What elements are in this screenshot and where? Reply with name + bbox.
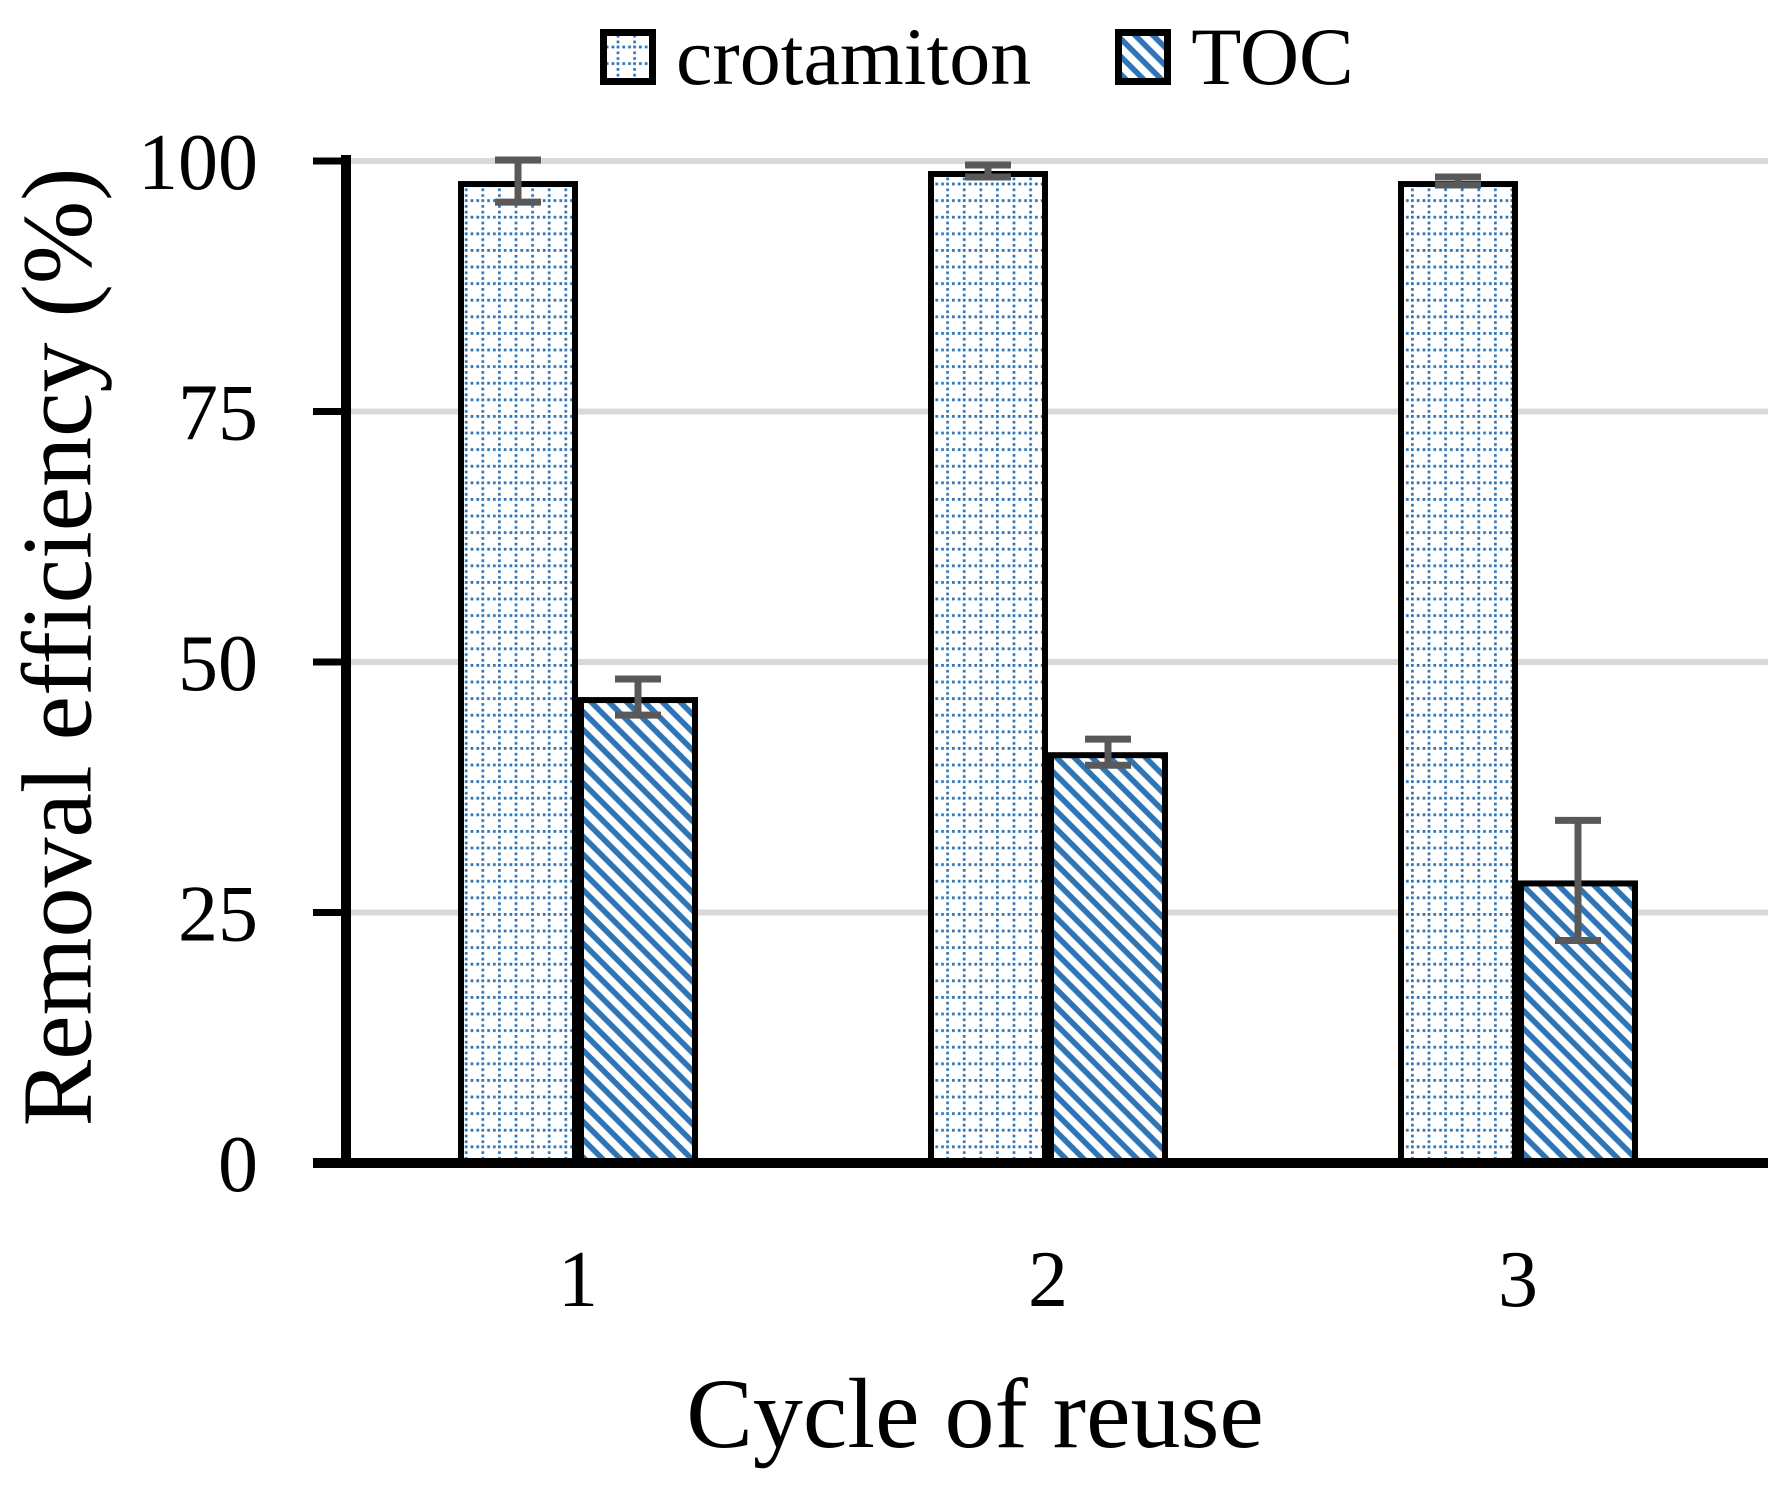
bar-crotamiton-cycle-1 bbox=[458, 181, 578, 1167]
y-tick-label-75: 75 bbox=[178, 370, 258, 458]
gridline-50 bbox=[351, 659, 1768, 665]
bar-TOC-cycle-1 bbox=[578, 697, 698, 1166]
y-tick-label-100: 100 bbox=[138, 119, 258, 207]
y-tick-label-50: 50 bbox=[178, 620, 258, 708]
x-axis-line bbox=[313, 1158, 1768, 1168]
x-tick-label-1: 1 bbox=[558, 1236, 598, 1324]
legend: crotamiton TOC bbox=[600, 16, 1354, 98]
bar-crotamiton-cycle-2 bbox=[928, 171, 1048, 1166]
x-tick-label-2: 2 bbox=[1028, 1236, 1068, 1324]
y-tick-25 bbox=[313, 909, 351, 916]
y-tick-100 bbox=[313, 157, 351, 165]
y-tick-75 bbox=[313, 408, 351, 415]
crotamiton-pattern-swatch-icon bbox=[600, 29, 656, 85]
legend-label-toc: TOC bbox=[1191, 11, 1354, 102]
toc-pattern-swatch-icon bbox=[1115, 29, 1172, 85]
bar-crotamiton-cycle-3 bbox=[1398, 181, 1518, 1167]
x-axis-title: Cycle of reuse bbox=[686, 1358, 1264, 1469]
x-tick-label-3: 3 bbox=[1498, 1236, 1538, 1324]
gridline-75 bbox=[351, 408, 1768, 415]
y-tick-label-25: 25 bbox=[178, 871, 258, 959]
legend-item-crotamiton: crotamiton bbox=[600, 16, 1031, 98]
bar-TOC-cycle-2 bbox=[1048, 752, 1168, 1166]
gridline-100 bbox=[351, 158, 1768, 164]
legend-label-crotamiton: crotamiton bbox=[676, 11, 1032, 102]
y-axis-line bbox=[341, 155, 351, 1168]
legend-item-toc: TOC bbox=[1115, 16, 1354, 98]
y-tick-label-0: 0 bbox=[218, 1121, 258, 1209]
y-tick-50 bbox=[313, 658, 351, 666]
